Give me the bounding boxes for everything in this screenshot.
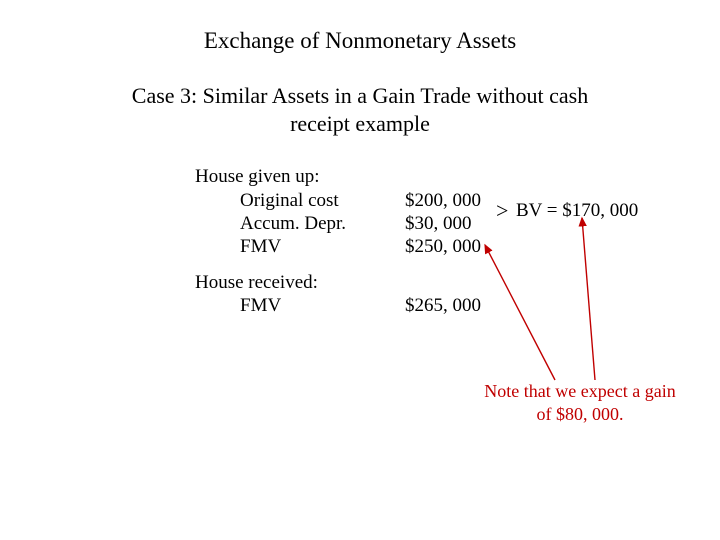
fmv-given-value: $250, 000	[405, 236, 481, 258]
gain-note: Note that we expect a gain of $80, 000.	[460, 380, 700, 425]
fmv-received-label: FMV	[240, 295, 281, 317]
fmv-received-value: $265, 000	[405, 295, 481, 317]
arrow-to-fmv	[485, 245, 555, 380]
subtitle-line-2: receipt example	[290, 111, 430, 136]
arrows-overlay	[0, 0, 720, 540]
accum-depr-label: Accum. Depr.	[240, 213, 346, 235]
gain-note-line-1: Note that we expect a gain	[484, 381, 675, 401]
house-received-label: House received:	[195, 272, 318, 294]
case-subtitle: Case 3: Similar Assets in a Gain Trade w…	[0, 82, 720, 137]
gain-note-line-2: of $80, 000.	[537, 404, 624, 424]
subtitle-line-1: Case 3: Similar Assets in a Gain Trade w…	[132, 83, 588, 108]
greater-than-symbol: >	[496, 198, 508, 224]
arrow-to-bv	[582, 218, 595, 380]
original-cost-label: Original cost	[240, 190, 339, 212]
original-cost-value: $200, 000	[405, 190, 481, 212]
page-title: Exchange of Nonmonetary Assets	[0, 28, 720, 54]
slide: Exchange of Nonmonetary Assets Case 3: S…	[0, 0, 720, 540]
house-given-up-label: House given up:	[195, 166, 320, 188]
fmv-given-label: FMV	[240, 236, 281, 258]
book-value-text: BV = $170, 000	[516, 200, 638, 222]
accum-depr-value: $30, 000	[405, 213, 472, 235]
